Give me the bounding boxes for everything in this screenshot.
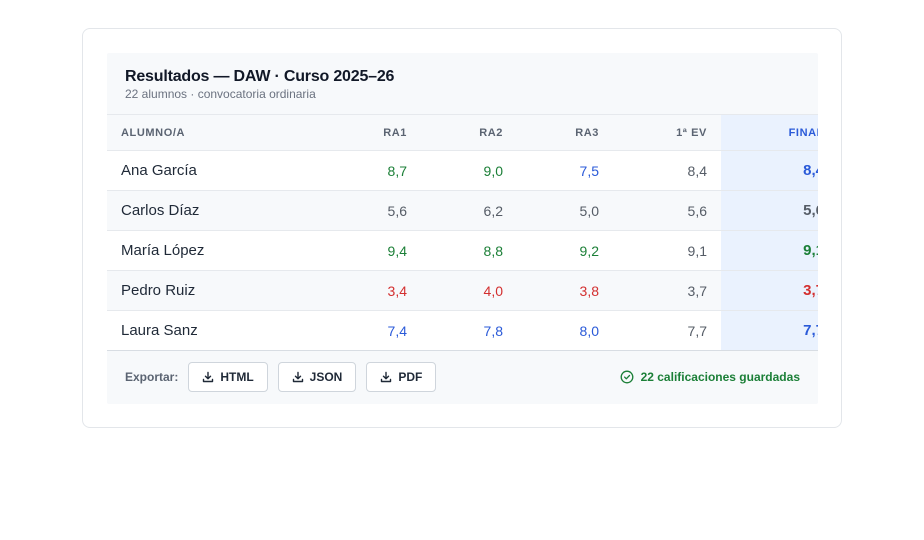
- column-header-ra1[interactable]: RA1: [324, 114, 421, 151]
- table-header-row: ALUMNO/A RA1 RA2 RA3 1ª EV FINAL: [107, 114, 818, 151]
- grade-ev1: 8,4: [613, 150, 721, 191]
- save-status-text: 22 calificaciones guardadas: [640, 370, 800, 384]
- grade-ra2: 8,8: [421, 230, 517, 271]
- results-panel: Resultados — DAW · Curso 2025–26 22 alum…: [107, 53, 818, 404]
- grade-ev1: 5,6: [613, 190, 721, 231]
- grade-ev1: 7,7: [613, 310, 721, 351]
- grades-table: ALUMNO/A RA1 RA2 RA3 1ª EV FINAL Ana Gar…: [107, 114, 818, 351]
- grade-ra1: 9,4: [324, 230, 421, 271]
- table-row[interactable]: Laura Sanz 7,4 7,8 8,0 7,7 7,7: [107, 310, 818, 351]
- export-html-label: HTML: [220, 370, 254, 384]
- grade-ra2: 7,8: [421, 310, 517, 351]
- export-json-label: JSON: [309, 370, 343, 384]
- save-status: 22 calificaciones guardadas: [620, 370, 800, 384]
- grade-ev1: 3,7: [613, 270, 721, 311]
- page-subtitle: 22 alumnos · convocatoria ordinaria: [125, 87, 316, 101]
- column-header-student[interactable]: ALUMNO/A: [107, 114, 324, 151]
- table-row[interactable]: María López 9,4 8,8 9,2 9,1 9,1: [107, 230, 818, 271]
- download-icon: [203, 371, 214, 383]
- results-header: Resultados — DAW · Curso 2025–26 22 alum…: [125, 68, 394, 101]
- column-header-ev1[interactable]: 1ª EV: [613, 114, 721, 151]
- grade-final: 7,7: [721, 310, 818, 351]
- grade-ra1: 5,6: [324, 190, 421, 231]
- grade-ra1: 7,4: [324, 310, 421, 351]
- export-json-button[interactable]: JSON: [277, 362, 357, 392]
- check-circle-icon: [620, 370, 634, 384]
- grade-ra1: 8,7: [324, 150, 421, 191]
- student-name: María López: [107, 230, 324, 271]
- grade-ra3: 5,0: [517, 190, 613, 231]
- student-name: Ana García: [107, 150, 324, 191]
- grade-final: 3,7: [721, 270, 818, 311]
- export-footer: Exportar: HTML JSON PDF: [107, 350, 818, 404]
- table-row[interactable]: Pedro Ruiz 3,4 4,0 3,8 3,7 3,7: [107, 270, 818, 311]
- grade-ev1: 9,1: [613, 230, 721, 271]
- export-pdf-label: PDF: [398, 370, 423, 384]
- grade-ra3: 8,0: [517, 310, 613, 351]
- export-label: Exportar:: [125, 370, 179, 384]
- grade-ra3: 9,2: [517, 230, 613, 271]
- grade-ra3: 7,5: [517, 150, 613, 191]
- grade-ra2: 9,0: [421, 150, 517, 191]
- column-header-ra3[interactable]: RA3: [517, 114, 613, 151]
- grade-ra2: 4,0: [421, 270, 517, 311]
- export-pdf-button[interactable]: PDF: [366, 362, 437, 392]
- grade-ra3: 3,8: [517, 270, 613, 311]
- download-icon: [381, 371, 392, 383]
- export-html-button[interactable]: HTML: [188, 362, 268, 392]
- student-name: Laura Sanz: [107, 310, 324, 351]
- grade-final: 9,1: [721, 230, 818, 271]
- grade-final: 8,4: [721, 150, 818, 191]
- download-icon: [292, 371, 303, 383]
- results-card: Resultados — DAW · Curso 2025–26 22 alum…: [82, 28, 842, 428]
- student-name: Pedro Ruiz: [107, 270, 324, 311]
- column-header-final[interactable]: FINAL: [721, 114, 818, 151]
- column-header-ra2[interactable]: RA2: [421, 114, 517, 151]
- page-title: Resultados — DAW · Curso 2025–26: [125, 68, 395, 85]
- grade-ra2: 6,2: [421, 190, 517, 231]
- grade-ra1: 3,4: [324, 270, 421, 311]
- student-name: Carlos Díaz: [107, 190, 324, 231]
- table-row[interactable]: Ana García 8,7 9,0 7,5 8,4 8,4: [107, 150, 818, 191]
- table-row[interactable]: Carlos Díaz 5,6 6,2 5,0 5,6 5,6: [107, 190, 818, 231]
- grade-final: 5,6: [721, 190, 818, 231]
